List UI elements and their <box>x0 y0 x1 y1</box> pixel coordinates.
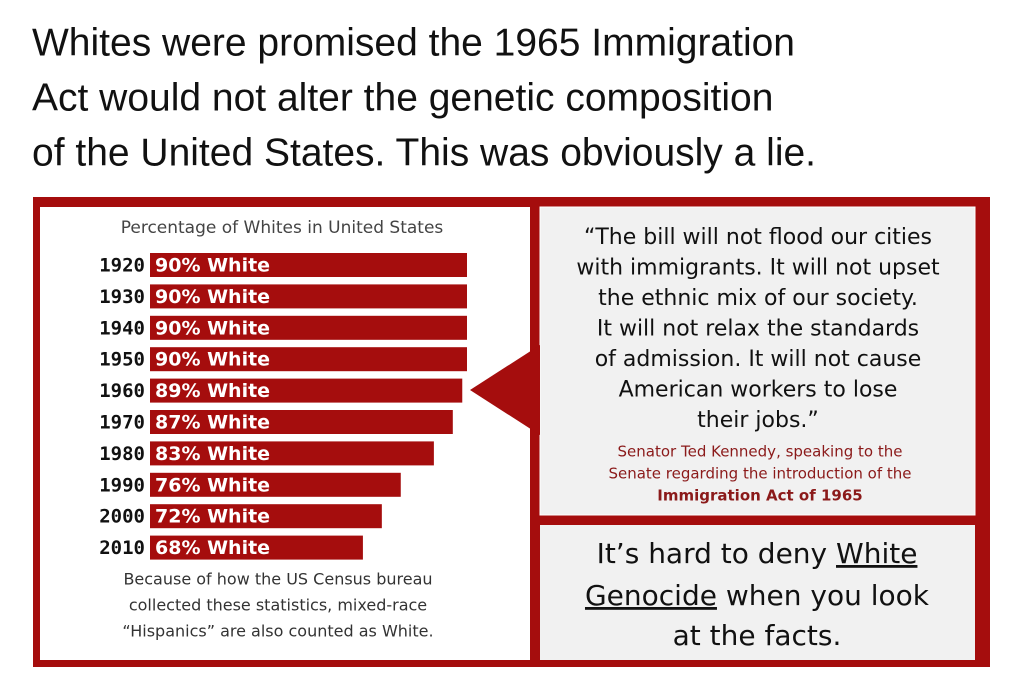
attribution: Senate regarding the introduction of the <box>608 465 911 483</box>
year-label: 2010 <box>99 537 145 559</box>
year-label: 1940 <box>99 317 145 339</box>
value-label: 90% White <box>155 255 270 277</box>
bar <box>150 535 363 560</box>
conclusion-line: Genocide when you look <box>585 579 930 612</box>
bar <box>150 378 463 403</box>
value-label: 90% White <box>155 317 270 339</box>
year-label: 1970 <box>99 412 145 434</box>
year-label: 1950 <box>99 349 145 371</box>
bar <box>150 284 467 309</box>
bar <box>150 441 434 466</box>
value-label: 72% White <box>155 506 270 528</box>
pointer <box>470 345 540 435</box>
quote-line: their jobs.” <box>697 408 819 433</box>
bar <box>150 472 401 497</box>
quote-line: American workers to lose <box>619 378 898 403</box>
value-label: 87% White <box>155 412 270 434</box>
year-label: 2000 <box>99 506 145 528</box>
bar <box>150 253 467 277</box>
value-label: 68% White <box>155 537 270 559</box>
conclusion-line: It’s hard to deny White <box>597 537 918 570</box>
year-label: 1920 <box>99 255 145 277</box>
bar <box>150 347 467 372</box>
quote-line: “The bill will not flood our cities <box>584 225 932 250</box>
year-label: 1960 <box>99 380 145 402</box>
chart-note: “Hispanics” are also counted as White. <box>122 622 433 641</box>
value-label: 76% White <box>155 474 270 496</box>
chart-note: collected these statistics, mixed-race <box>129 596 427 615</box>
quote-line: of admission. It will not cause <box>595 347 922 372</box>
year-label: 1980 <box>99 443 145 465</box>
value-label: 83% White <box>155 443 270 465</box>
attribution: Immigration Act of 1965 <box>657 487 862 505</box>
headline: of the United States. This was obviously… <box>32 131 816 174</box>
headline: Whites were promised the 1965 Immigratio… <box>32 21 795 64</box>
headline: Act would not alter the genetic composit… <box>32 76 773 119</box>
year-label: 1990 <box>99 474 145 496</box>
quote-panel <box>539 206 976 516</box>
quote-line: with immigrants. It will not upset <box>576 256 940 281</box>
chart-note: Because of how the US Census bureau <box>123 570 432 589</box>
bar <box>150 504 382 529</box>
bar <box>150 315 467 340</box>
value-label: 89% White <box>155 380 270 402</box>
chart-title: Percentage of Whites in United States <box>121 218 444 238</box>
quote-line: the ethnic mix of our society. <box>598 286 918 311</box>
conclusion-panel <box>540 525 975 660</box>
bar <box>150 410 453 434</box>
value-label: 90% White <box>155 286 270 308</box>
year-label: 1930 <box>99 286 145 308</box>
conclusion-line: at the facts. <box>673 619 842 652</box>
attribution: Senator Ted Kennedy, speaking to the <box>618 443 903 461</box>
quote-line: It will not relax the standards <box>597 317 919 342</box>
value-label: 90% White <box>155 349 270 371</box>
